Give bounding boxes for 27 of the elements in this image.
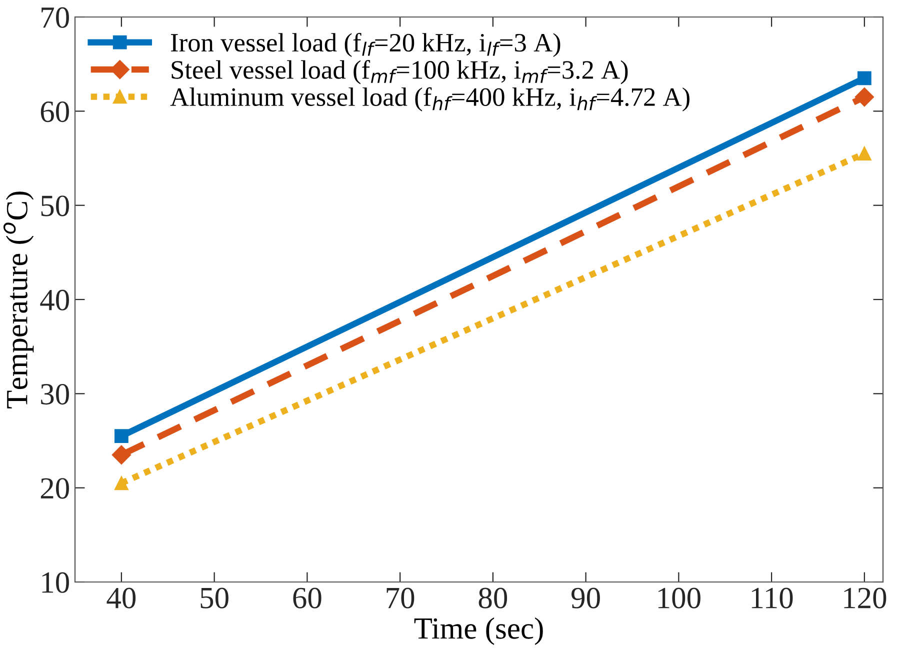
point <box>857 71 872 86</box>
y-tick-label: 10 <box>42 572 69 593</box>
x-tick-label: 70 <box>386 588 414 608</box>
point <box>114 429 128 443</box>
y-tick-label: 70 <box>42 7 69 28</box>
y-tick-label: 30 <box>41 384 69 405</box>
y-axis-title: Temperature ($^{o}$C) <box>3 192 34 408</box>
y-tick-label: 20 <box>40 478 69 499</box>
x-axis-title: Time (sec) <box>414 617 543 646</box>
x-tick-label: 80 <box>478 588 508 608</box>
legend-label: Steel vessel load (f$_{mf}$=100 kHz, i$_{mf}$=3.2 A) <box>172 60 628 84</box>
legend-label: Iron vessel load (f$_{lf}$=20 kHz, i$_{lf}$=3 A) <box>170 32 560 58</box>
x-tick-label: 110 <box>752 588 793 608</box>
point <box>114 476 128 490</box>
y-tick-label: 60 <box>40 101 69 122</box>
legend-label: Aluminum vessel load (f$_{hf}$=400 kHz, i$_{hf}$=4.72 A) <box>170 87 690 112</box>
x-tick-label: 100 <box>658 588 700 608</box>
y-tick-label: 50 <box>41 196 69 216</box>
x-tick-label: 60 <box>293 588 322 608</box>
x-tick-label: 50 <box>200 588 228 608</box>
point <box>857 146 872 160</box>
x-tick-label: 90 <box>572 588 600 608</box>
y-tick-label: 40 <box>40 290 69 310</box>
point <box>112 445 131 464</box>
x-tick-label: 120 <box>844 588 886 608</box>
x-tick-label: 40 <box>106 588 136 608</box>
point <box>854 88 874 107</box>
